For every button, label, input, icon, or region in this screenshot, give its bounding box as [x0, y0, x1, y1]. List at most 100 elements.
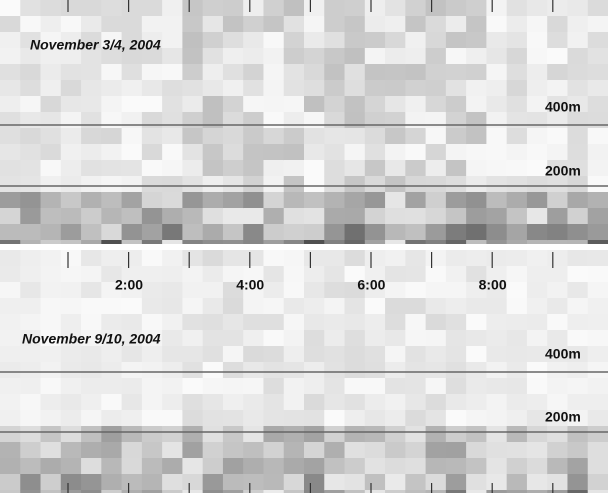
echo-cell	[222, 394, 244, 411]
echo-cell	[243, 240, 264, 246]
echo-cell	[40, 0, 62, 17]
echo-cell	[40, 250, 62, 267]
echo-cell	[202, 410, 224, 427]
echo-cell	[121, 160, 143, 177]
echo-cell	[263, 240, 285, 246]
echo-cell	[385, 160, 406, 177]
echo-cell	[405, 362, 427, 379]
echo-cell	[182, 80, 204, 97]
echo-cell	[486, 240, 508, 246]
echo-cell	[101, 48, 123, 65]
echo-cell	[202, 176, 224, 193]
echo-cell	[405, 48, 427, 65]
echo-cell	[324, 32, 346, 49]
echo-cell	[445, 224, 467, 241]
echo-cell	[20, 442, 42, 459]
echo-cell	[385, 442, 406, 459]
echo-cell	[182, 112, 204, 129]
echo-cell	[526, 394, 548, 411]
echo-cell	[405, 224, 427, 241]
echo-cell	[486, 474, 508, 491]
echo-cell	[344, 96, 366, 113]
echo-cell	[304, 298, 325, 315]
echo-cell	[425, 490, 447, 494]
echo-cell	[222, 298, 244, 315]
echo-cell	[567, 458, 589, 475]
echo-cell	[526, 64, 548, 81]
echo-cell	[324, 298, 346, 315]
echo-cell	[567, 266, 589, 283]
echo-cell	[263, 458, 285, 475]
echo-cell	[202, 442, 224, 459]
echo-cell	[547, 458, 568, 475]
echo-cell	[0, 330, 21, 347]
echo-cell	[283, 426, 305, 443]
echo-cell	[182, 176, 204, 193]
height-label: 400m	[545, 99, 581, 115]
echo-cell	[162, 128, 183, 145]
echo-cell	[243, 208, 264, 225]
echo-cell	[81, 192, 102, 209]
echo-cell	[324, 128, 346, 145]
echo-cell	[324, 410, 346, 427]
echo-cell	[121, 330, 143, 347]
echo-cell	[587, 112, 608, 129]
echo-cell	[60, 298, 82, 315]
echo-cell	[20, 32, 42, 49]
echo-cell	[567, 0, 589, 17]
echo-cell	[263, 490, 285, 494]
echo-cell	[40, 112, 62, 129]
echo-cell	[445, 330, 467, 347]
echo-cell	[324, 112, 346, 129]
echo-cell	[466, 160, 487, 177]
echo-cell	[385, 298, 406, 315]
echo-cell	[0, 298, 21, 315]
echo-cell	[222, 250, 244, 267]
echo-cell	[121, 48, 143, 65]
echo-cell	[263, 128, 285, 145]
echo-cell	[40, 282, 62, 299]
echo-cell	[587, 160, 608, 177]
echo-cell	[425, 266, 447, 283]
echo-cell	[486, 96, 508, 113]
echo-cell	[425, 298, 447, 315]
echo-cell	[324, 240, 346, 246]
echo-cell	[283, 330, 305, 347]
echo-cell	[81, 80, 102, 97]
echo-cell	[506, 250, 528, 267]
echo-cell	[182, 224, 204, 241]
echo-cell	[20, 426, 42, 443]
echo-cell	[263, 282, 285, 299]
echo-cell	[344, 282, 366, 299]
echo-cell	[101, 346, 123, 363]
echo-cell	[445, 208, 467, 225]
echo-cell	[486, 48, 508, 65]
echo-cell	[283, 490, 305, 494]
echo-cell	[202, 112, 224, 129]
echo-cell	[243, 112, 264, 129]
echo-cell	[587, 298, 608, 315]
echo-cell	[263, 96, 285, 113]
echo-cell	[162, 160, 183, 177]
echo-cell	[486, 410, 508, 427]
echo-cell	[567, 96, 589, 113]
echo-cell	[445, 410, 467, 427]
echo-cell	[364, 362, 386, 379]
echo-cell	[587, 474, 608, 491]
echo-cell	[425, 80, 447, 97]
echo-cell	[526, 176, 548, 193]
echo-cell	[506, 346, 528, 363]
echo-cell	[506, 224, 528, 241]
echo-cell	[425, 144, 447, 161]
echo-cell	[81, 250, 102, 267]
echo-cell	[283, 240, 305, 246]
echo-cell	[364, 240, 386, 246]
echo-cell	[40, 266, 62, 283]
echo-cell	[162, 16, 183, 33]
echo-cell	[243, 346, 264, 363]
echo-cell	[60, 160, 82, 177]
echo-cell	[162, 112, 183, 129]
echo-cell	[182, 474, 204, 491]
echo-cell	[162, 490, 183, 494]
